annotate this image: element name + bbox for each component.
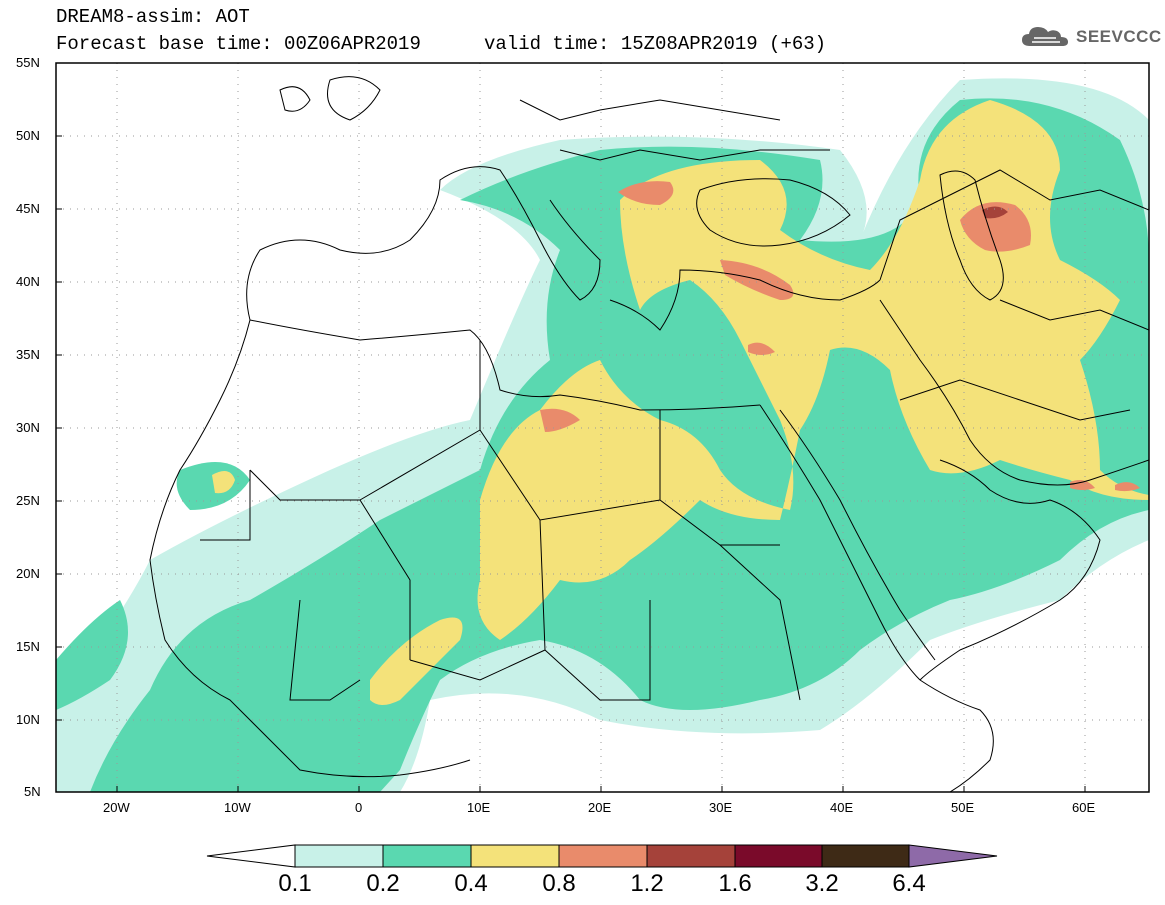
lon-label: 10W [224,800,251,815]
colorbar-segment-6 [734,844,823,868]
lat-label: 40N [16,274,40,289]
colorbar-label: 6.4 [892,870,926,897]
lon-label: 50E [951,800,975,815]
lon-label: 0 [355,800,363,815]
axis-ticks [56,62,1086,793]
lon-label: 40E [830,800,854,815]
colorbar-segment-2 [382,844,472,868]
lat-label: 15N [16,639,40,654]
lat-label: 30N [16,420,40,435]
colorbar-label: 0.2 [366,870,400,897]
colorbar-label: 3.2 [805,870,839,897]
valid-time: valid time: 15Z08APR2019 (+63) [484,33,827,55]
lat-label: 45N [16,201,40,216]
colorbar-segment-above [908,844,998,868]
colorbar-segment-4 [558,844,648,868]
colorbar-segment-1 [294,844,384,868]
colorbar [206,844,998,868]
colorbar-label: 0.4 [454,870,488,897]
lat-label: 25N [16,493,40,508]
colorbar-label: 0.8 [542,870,576,897]
colorbar-label: 1.6 [718,870,752,897]
colorbar-segment-below [206,844,296,868]
lon-label: 60E [1072,800,1096,815]
aot-band-0.8 [540,181,1140,492]
lon-label: 30E [709,800,733,815]
lon-label: 10E [467,800,491,815]
logo-text: SEEVCCC [1076,27,1162,46]
lat-label: 50N [16,128,40,143]
lat-label: 10N [16,712,40,727]
colorbar-segment-3 [470,844,560,868]
colorbar-segment-5 [646,844,736,868]
lat-label: 20N [16,566,40,581]
graticule [56,63,1149,792]
colorbar-segment-7 [821,844,910,868]
seevccc-logo: SEEVCCC [1020,24,1162,50]
colorbar-label: 1.2 [630,870,664,897]
lat-label: 55N [16,55,40,70]
coastlines [149,76,1149,792]
lat-label: 35N [16,347,40,362]
aot-fields [56,78,1149,792]
cloud-icon [1022,27,1068,46]
colorbar-label: 0.1 [278,870,312,897]
lat-label: 5N [24,784,41,799]
lon-label: 20E [588,800,612,815]
map-title: DREAM8-assim: AOT [56,6,250,28]
forecast-base-time: Forecast base time: 00Z06APR2019 [56,33,421,55]
lon-label: 20W [103,800,130,815]
